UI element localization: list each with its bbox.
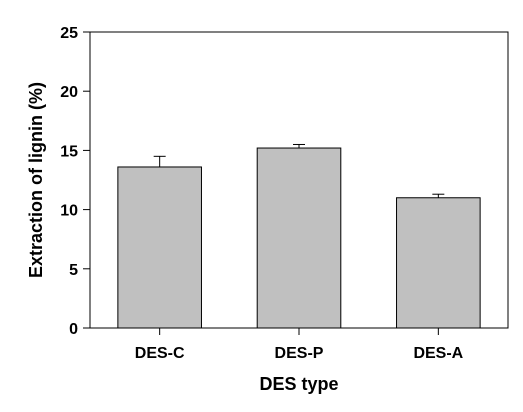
y-tick-label: 20 bbox=[60, 84, 78, 101]
x-tick-label: DES-P bbox=[275, 345, 324, 362]
y-tick-label: 10 bbox=[60, 203, 78, 220]
x-tick-label: DES-C bbox=[135, 345, 185, 362]
y-tick-label: 25 bbox=[60, 25, 78, 42]
y-tick-label: 0 bbox=[69, 321, 78, 338]
bar-des-p bbox=[256, 147, 342, 329]
bar-des-c bbox=[117, 166, 202, 329]
bar-des-a bbox=[396, 197, 481, 329]
x-axis-tick-labels: DES-C DES-P DES-A bbox=[135, 328, 464, 362]
y-tick-label: 5 bbox=[69, 262, 78, 279]
y-tick-label: 15 bbox=[60, 143, 78, 160]
y-axis-ticks: 0 5 10 15 20 25 bbox=[60, 25, 90, 338]
y-axis-title: Extraction of lignin (%) bbox=[26, 82, 46, 278]
x-axis-title: DES type bbox=[259, 374, 338, 394]
x-tick-label: DES-A bbox=[413, 345, 463, 362]
bars bbox=[117, 143, 481, 329]
